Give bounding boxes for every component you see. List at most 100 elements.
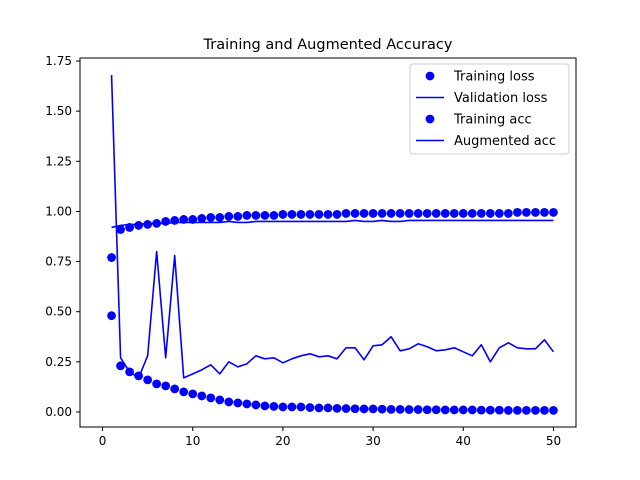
data-point-training-acc — [458, 209, 468, 218]
data-point-training-loss — [314, 403, 324, 413]
data-point-training-acc — [314, 210, 324, 219]
x-tick-label: 40 — [456, 434, 471, 448]
data-point-training-loss — [467, 405, 477, 415]
series-training-loss — [107, 311, 558, 415]
data-point-training-loss — [233, 398, 243, 408]
data-point-training-loss — [197, 391, 207, 401]
data-point-training-acc — [368, 209, 378, 218]
data-point-training-acc — [377, 209, 387, 218]
data-point-training-loss — [116, 361, 125, 371]
data-point-training-acc — [188, 215, 198, 224]
chart-title: Training and Augmented Accuracy — [203, 37, 453, 53]
data-point-training-acc — [449, 209, 459, 218]
plot-area — [107, 75, 558, 415]
legend-swatch-training-loss — [425, 71, 435, 81]
data-point-training-loss — [350, 404, 360, 414]
data-point-training-acc — [386, 209, 396, 218]
data-point-training-acc — [359, 209, 369, 218]
data-point-training-loss — [188, 389, 198, 399]
data-point-training-acc — [431, 209, 441, 218]
data-point-training-acc — [233, 212, 243, 221]
axes-frame — [79, 57, 577, 428]
data-point-training-acc — [134, 221, 144, 230]
legend-swatch-training-acc — [425, 114, 435, 124]
data-point-training-loss — [549, 405, 558, 415]
data-point-training-acc — [404, 209, 414, 218]
data-point-training-loss — [512, 405, 522, 415]
series-training-acc — [107, 208, 558, 262]
legend-label-training-acc: Training acc — [453, 113, 532, 128]
series-augmented-acc — [111, 219, 554, 229]
data-point-training-acc — [512, 208, 522, 217]
data-point-training-loss — [431, 405, 441, 415]
x-tick-label: 10 — [185, 434, 200, 448]
y-tick-label: 1.50 — [45, 104, 72, 118]
data-point-training-acc — [522, 208, 531, 217]
data-point-training-loss — [458, 405, 468, 415]
data-point-training-acc — [422, 209, 432, 218]
data-point-training-acc — [215, 213, 225, 222]
data-point-training-loss — [296, 402, 306, 412]
data-point-training-loss — [143, 375, 153, 385]
data-point-training-acc — [413, 209, 423, 218]
legend: Training loss Validation loss Training acc… — [409, 63, 570, 155]
data-point-training-loss — [341, 404, 351, 413]
data-point-training-loss — [404, 405, 414, 414]
data-point-training-loss — [278, 402, 288, 412]
y-tick-label: 0.00 — [45, 405, 72, 419]
data-point-training-acc — [350, 209, 360, 218]
y-tick-label: 0.50 — [45, 305, 72, 319]
data-point-training-acc — [161, 217, 171, 226]
y-tick-label: 1.75 — [45, 54, 72, 68]
data-point-training-loss — [179, 387, 189, 397]
y-tick-label: 1.25 — [45, 154, 72, 168]
data-point-training-acc — [224, 212, 234, 221]
data-point-training-acc — [269, 211, 279, 220]
y-tick-label: 0.25 — [45, 355, 72, 369]
data-point-training-loss — [170, 384, 180, 394]
data-point-training-loss — [449, 405, 459, 415]
data-point-training-acc — [494, 209, 504, 218]
legend-box — [409, 63, 570, 155]
data-point-training-loss — [494, 405, 504, 415]
x-tick-label: 30 — [365, 434, 380, 448]
data-point-training-loss — [503, 405, 513, 415]
y-tick-label: 1.00 — [45, 204, 72, 218]
data-point-training-acc — [143, 220, 153, 229]
data-point-training-acc — [323, 210, 333, 219]
data-point-training-loss — [215, 395, 225, 405]
legend-label-training-loss: Training loss — [453, 70, 535, 85]
data-point-training-loss — [332, 403, 342, 413]
data-point-training-loss — [323, 403, 333, 413]
data-point-training-acc — [531, 208, 540, 217]
series-line-validation-loss — [110, 75, 555, 379]
data-point-training-acc — [260, 211, 270, 220]
data-point-training-loss — [395, 404, 405, 414]
data-point-training-acc — [485, 209, 495, 218]
data-point-training-acc — [395, 209, 405, 218]
data-point-training-acc — [287, 210, 297, 219]
data-point-training-loss — [260, 401, 270, 411]
series-line-augmented-acc — [111, 219, 554, 229]
data-point-training-acc — [341, 209, 351, 218]
data-point-training-loss — [422, 405, 432, 415]
data-point-training-loss — [161, 381, 171, 391]
data-point-training-loss — [522, 405, 531, 415]
y-tick-label: 0.75 — [45, 255, 72, 269]
data-point-training-acc — [251, 211, 261, 220]
data-point-training-acc — [540, 208, 549, 217]
x-tick-label: 20 — [275, 434, 290, 448]
data-point-training-acc — [107, 253, 116, 262]
data-point-training-acc — [440, 209, 450, 218]
data-point-training-loss — [152, 379, 162, 389]
data-point-training-acc — [179, 215, 189, 224]
data-point-training-loss — [531, 405, 540, 415]
data-point-training-loss — [305, 403, 315, 412]
data-point-training-loss — [540, 405, 549, 415]
data-point-training-acc — [332, 210, 342, 219]
data-point-training-loss — [287, 402, 297, 412]
data-point-training-loss — [359, 404, 369, 414]
data-point-training-loss — [251, 400, 261, 410]
data-point-training-acc — [503, 209, 513, 218]
